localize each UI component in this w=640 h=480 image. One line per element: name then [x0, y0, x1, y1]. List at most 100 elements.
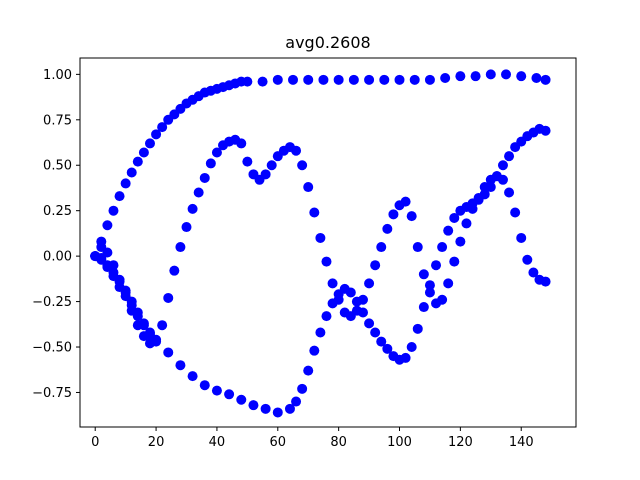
data-point	[516, 71, 527, 82]
x-tick-label: 100	[387, 435, 412, 450]
data-point	[315, 232, 326, 243]
data-point	[102, 247, 113, 258]
data-point	[132, 156, 143, 167]
data-point	[102, 220, 113, 231]
x-tick-label: 40	[209, 435, 226, 450]
data-point	[303, 74, 314, 85]
data-point	[211, 385, 222, 396]
data-point	[540, 125, 551, 136]
data-point	[108, 260, 119, 271]
data-point	[288, 74, 299, 85]
data-point	[364, 278, 375, 289]
data-point	[528, 267, 539, 278]
x-tick-label: 20	[148, 435, 165, 450]
data-point	[485, 69, 496, 80]
data-point	[120, 287, 131, 298]
data-point	[449, 212, 460, 223]
data-point	[510, 207, 521, 218]
data-point	[236, 394, 247, 405]
data-point	[318, 74, 329, 85]
data-point	[272, 74, 283, 85]
data-point	[257, 76, 268, 87]
data-point	[431, 260, 442, 271]
data-point	[193, 187, 204, 198]
data-point	[345, 287, 356, 298]
data-point	[163, 292, 174, 303]
data-point	[467, 203, 478, 214]
y-tick-label: −0.75	[32, 386, 72, 401]
data-point	[455, 236, 466, 247]
data-point	[248, 400, 259, 411]
data-point	[479, 182, 490, 193]
data-point	[138, 147, 149, 158]
data-point	[501, 69, 512, 80]
data-point	[181, 222, 192, 233]
data-point	[260, 403, 271, 414]
data-point	[412, 323, 423, 334]
y-tick-label: −0.25	[32, 295, 72, 310]
data-point	[108, 205, 119, 216]
data-point	[163, 347, 174, 358]
data-point	[504, 151, 515, 162]
data-point	[443, 278, 454, 289]
data-point	[297, 160, 308, 171]
chart-title: avg0.2608	[285, 33, 370, 52]
y-tick-label: 0.75	[43, 113, 72, 128]
data-point	[291, 396, 302, 407]
data-point	[461, 218, 472, 229]
data-point	[211, 147, 222, 158]
data-point	[437, 242, 448, 253]
data-point	[531, 72, 542, 83]
data-point	[303, 182, 314, 193]
data-point	[126, 305, 137, 316]
data-point	[309, 345, 320, 356]
data-points	[90, 69, 551, 418]
data-point	[242, 76, 253, 87]
data-point	[424, 287, 435, 298]
data-point	[297, 383, 308, 394]
data-point	[236, 138, 247, 149]
data-point	[382, 223, 393, 234]
data-point	[126, 296, 137, 307]
data-point	[455, 71, 466, 82]
data-point	[406, 211, 417, 222]
data-point	[132, 320, 143, 331]
y-tick-label: −0.50	[32, 341, 72, 356]
data-point	[497, 174, 508, 185]
data-point	[333, 294, 344, 305]
data-point	[437, 294, 448, 305]
data-point	[522, 254, 533, 265]
data-point	[504, 187, 515, 198]
data-point	[327, 278, 338, 289]
data-point	[144, 338, 155, 349]
data-point	[187, 203, 198, 214]
data-point	[138, 331, 149, 342]
data-point	[242, 156, 253, 167]
data-point	[418, 269, 429, 280]
data-point	[175, 360, 186, 371]
data-point	[260, 169, 271, 180]
data-point	[114, 274, 125, 285]
data-point	[400, 352, 411, 363]
data-point	[157, 320, 168, 331]
data-point	[284, 403, 295, 414]
data-point	[473, 192, 484, 203]
data-point	[266, 160, 277, 171]
data-point	[406, 342, 417, 353]
data-point	[376, 336, 387, 347]
data-point	[205, 158, 216, 169]
data-point	[540, 276, 551, 287]
data-point	[370, 260, 381, 271]
data-point	[187, 371, 198, 382]
data-point	[321, 311, 332, 322]
y-tick-label: 0.50	[43, 159, 72, 174]
data-point	[351, 305, 362, 316]
y-tick-label: 0.00	[43, 250, 72, 265]
x-tick-label: 0	[91, 435, 99, 450]
data-point	[357, 294, 368, 305]
data-point	[409, 74, 420, 85]
y-tick-label: 1.00	[43, 68, 72, 83]
data-point	[540, 74, 551, 85]
x-tick-label: 140	[509, 435, 534, 450]
